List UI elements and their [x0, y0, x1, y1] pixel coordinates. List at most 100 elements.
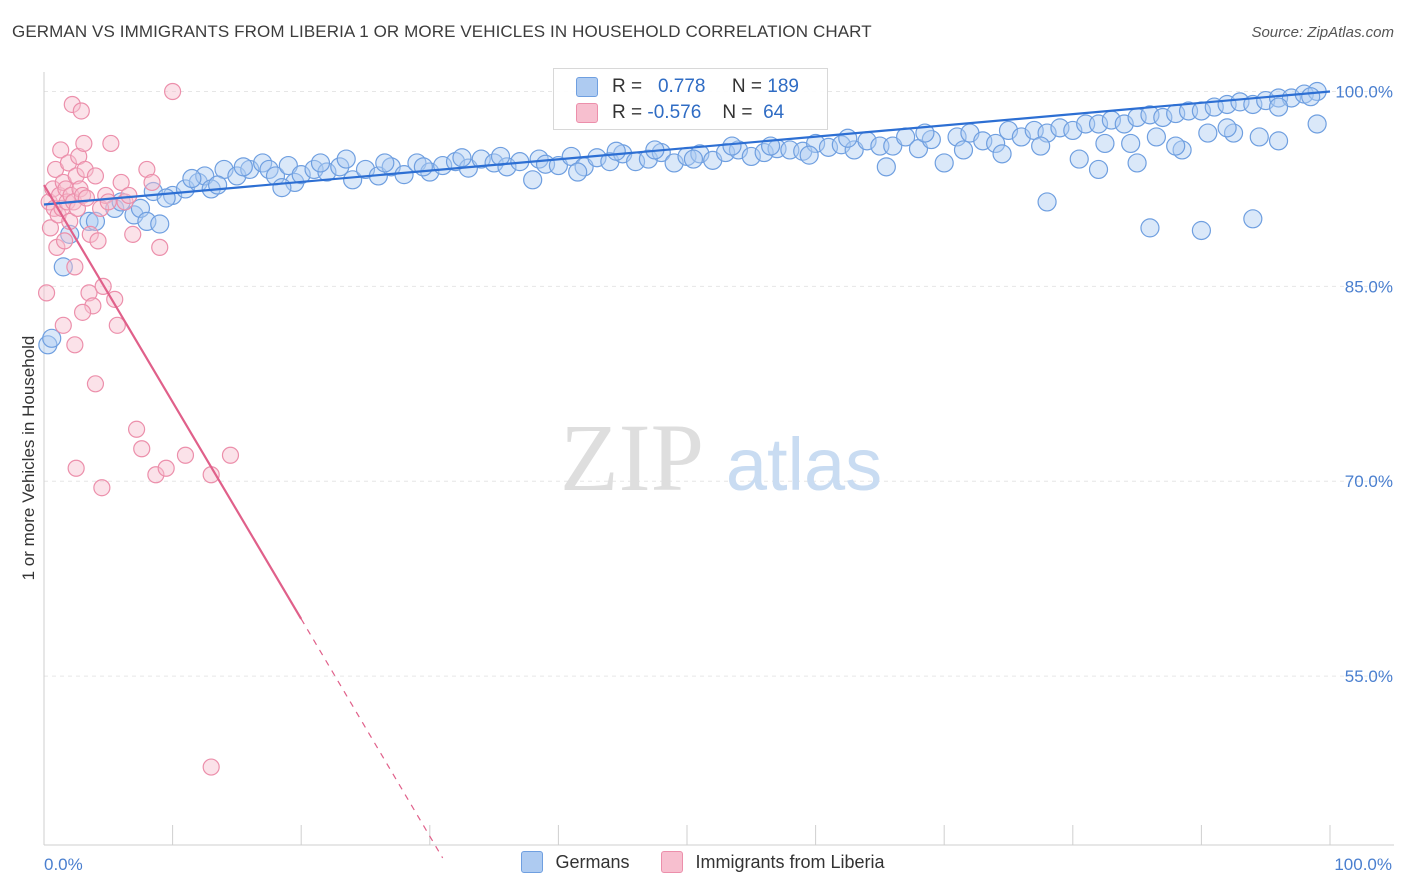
data-point	[1301, 87, 1321, 107]
data-point	[471, 149, 491, 169]
data-point	[79, 211, 99, 232]
data-point	[838, 128, 858, 148]
data-point	[127, 420, 146, 438]
data-point	[93, 479, 111, 497]
n-value: 64	[763, 102, 785, 123]
data-point	[1140, 218, 1160, 238]
series-legend: Germans Immigrants from Liberia	[0, 851, 1406, 873]
trend-lines	[43, 90, 1331, 859]
y-tick-label: 100.0%	[1335, 82, 1393, 101]
gridlines	[44, 90, 1394, 677]
data-point	[99, 193, 117, 211]
data-point	[42, 328, 62, 348]
data-point	[138, 160, 156, 179]
stats-row-liberia: R = -0.576 N = 64	[576, 101, 784, 125]
data-point	[63, 95, 81, 114]
chart-title: GERMAN VS IMMIGRANTS FROM LIBERIA 1 OR M…	[12, 22, 872, 41]
data-point	[343, 170, 363, 190]
liberia-points	[37, 82, 240, 776]
data-point	[1088, 114, 1109, 134]
data-point	[164, 82, 182, 101]
n-label: N =	[722, 102, 753, 123]
data-point	[55, 232, 74, 250]
data-point	[66, 336, 84, 354]
data-point	[157, 459, 175, 477]
data-point	[272, 178, 292, 198]
data-point	[67, 459, 85, 477]
r-label: R =	[612, 76, 643, 97]
legend-item-germans[interactable]: Germans	[521, 851, 629, 873]
data-point	[291, 165, 311, 185]
data-point	[102, 134, 120, 153]
y-axis-label: 1 or more Vehicles in Household	[19, 336, 38, 581]
data-point	[221, 446, 240, 464]
stats-legend: R = 0.778 N = 189 R = -0.576 N = 64	[553, 68, 828, 130]
data-point	[59, 154, 78, 172]
data-point	[67, 167, 85, 185]
data-point	[953, 140, 974, 160]
data-point	[156, 188, 176, 208]
germans-trendline	[43, 90, 1331, 206]
source-label: Source: ZipAtlas.com	[1251, 24, 1394, 41]
data-point	[310, 153, 331, 173]
n-label: N =	[731, 76, 763, 97]
legend-label-germans: Germans	[555, 851, 630, 872]
data-point	[568, 162, 588, 182]
data-point	[52, 141, 70, 159]
y-tick-label: 70.0%	[1345, 472, 1393, 491]
data-point	[75, 134, 93, 153]
data-point	[1069, 149, 1089, 169]
data-point	[1243, 94, 1263, 115]
data-point	[934, 153, 954, 173]
legend-item-liberia[interactable]: Immigrants from Liberia	[661, 851, 885, 873]
data-point	[330, 157, 350, 177]
data-point	[1121, 133, 1141, 154]
data-point	[72, 102, 90, 120]
data-point	[876, 157, 896, 177]
data-point	[54, 316, 72, 334]
data-point	[1198, 123, 1218, 143]
data-point	[722, 136, 742, 156]
data-point	[147, 466, 165, 484]
data-point	[1088, 159, 1109, 180]
data-point	[452, 148, 472, 168]
x-ticks	[43, 825, 1331, 845]
y-tick-label: 85.0%	[1345, 277, 1393, 296]
data-point	[106, 290, 124, 308]
x-tick-label-min: 0.0%	[44, 855, 83, 874]
liberia-trendline-extension	[300, 618, 444, 859]
liberia-trendline	[43, 184, 303, 620]
pink-legend-swatch	[661, 851, 684, 873]
data-point	[529, 149, 549, 169]
legend-label-liberia: Immigrants from Liberia	[695, 851, 885, 872]
data-point	[741, 146, 761, 167]
watermark-zip: ZIP	[560, 404, 704, 511]
data-point	[112, 173, 130, 192]
data-point	[375, 153, 395, 173]
data-point	[120, 186, 138, 205]
data-point	[1307, 114, 1327, 134]
data-point	[84, 297, 102, 315]
pink-swatch	[576, 103, 598, 123]
y-tick-label: 55.0%	[1345, 667, 1393, 686]
data-point	[37, 284, 56, 302]
watermark-atlas: atlas	[726, 423, 882, 506]
data-point	[151, 238, 169, 256]
data-point	[1153, 107, 1173, 128]
data-point	[41, 219, 60, 237]
data-point	[805, 133, 826, 154]
data-point	[1031, 136, 1051, 156]
data-point	[89, 232, 107, 250]
data-point	[986, 133, 1006, 154]
data-point	[150, 214, 170, 234]
data-point	[208, 175, 228, 195]
n-value: 189	[767, 76, 799, 97]
data-point	[1037, 192, 1057, 212]
data-point	[683, 149, 704, 169]
blue-swatch	[576, 77, 598, 97]
data-point	[73, 303, 92, 321]
data-point	[1166, 136, 1186, 156]
data-point	[1127, 153, 1147, 173]
data-point	[77, 189, 96, 207]
